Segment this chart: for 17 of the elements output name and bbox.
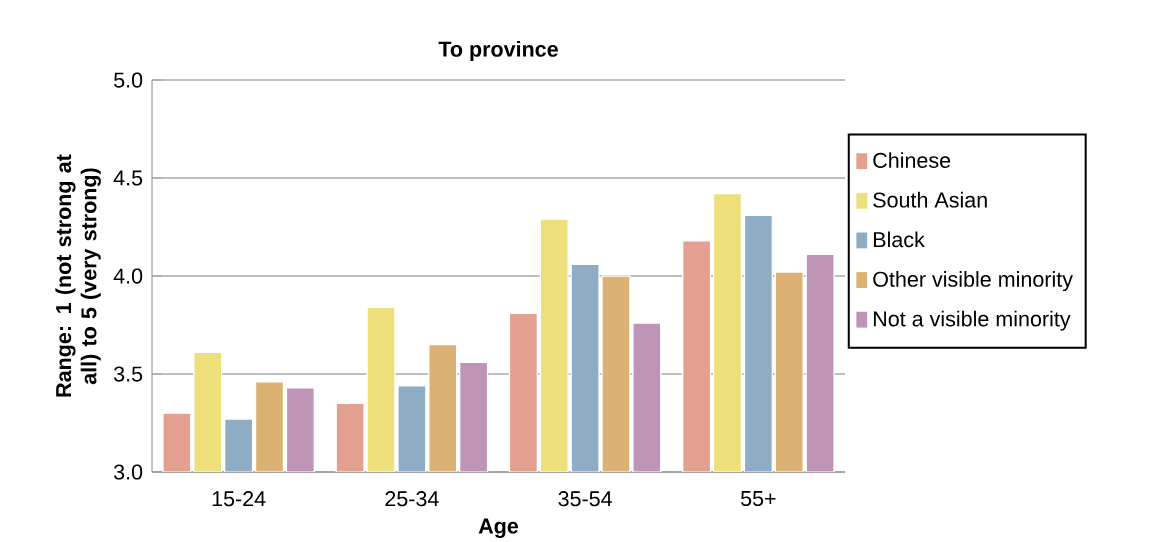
legend-label: South Asian	[873, 191, 987, 208]
legend-label: Black	[873, 231, 925, 248]
y-tick-label: 3.0	[114, 464, 143, 480]
x-tick-label: 35-54	[558, 491, 612, 507]
y-tick-label: 5.0	[114, 72, 143, 88]
x-tick-label: 25-34	[385, 491, 439, 507]
y-tick-label: 4.0	[113, 268, 143, 284]
x-tick-label: 55+	[740, 491, 776, 507]
x-axis-title: Age	[478, 518, 519, 538]
legend-label: Not a visible minority	[873, 310, 1071, 331]
x-tick-label: 15-24	[212, 491, 266, 507]
y-axis-title: Range: 1 (not strong at all) to 5 (very strong)	[55, 154, 101, 397]
y-tick-label: 3.5	[114, 366, 143, 382]
legend-label: Other visible minority	[873, 271, 1073, 292]
y-tick-label: 4.5	[113, 170, 143, 186]
legend-label: Chinese	[873, 152, 951, 168]
chart-title: To province	[438, 40, 558, 61]
